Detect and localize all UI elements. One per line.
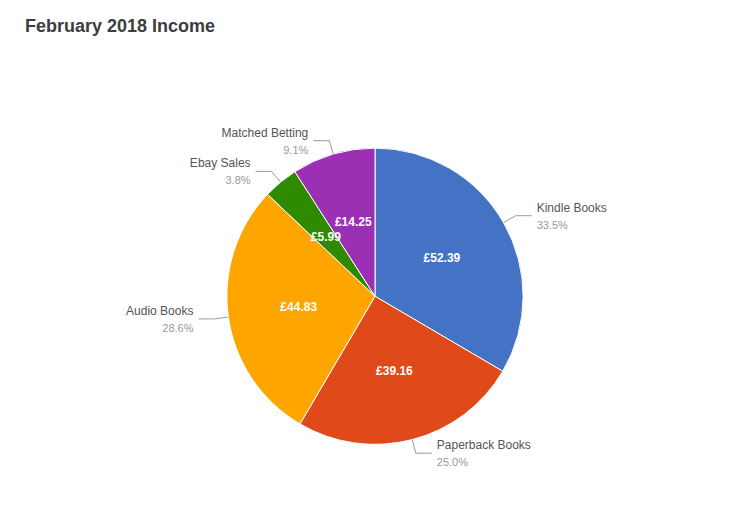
svg-text:Matched Betting: Matched Betting	[222, 126, 309, 140]
svg-text:3.8%: 3.8%	[225, 174, 250, 186]
svg-text:Kindle Books: Kindle Books	[537, 201, 607, 215]
svg-text:28.6%: 28.6%	[162, 322, 193, 334]
svg-text:£44.83: £44.83	[280, 300, 317, 314]
svg-text:25.0%: 25.0%	[437, 456, 468, 468]
svg-text:£52.39: £52.39	[424, 251, 461, 265]
svg-text:Ebay Sales: Ebay Sales	[190, 156, 251, 170]
svg-text:9.1%: 9.1%	[283, 144, 308, 156]
svg-text:33.5%: 33.5%	[537, 219, 568, 231]
svg-text:£39.16: £39.16	[376, 364, 413, 378]
svg-text:February 2018 Income: February 2018 Income	[25, 16, 215, 36]
svg-text:Paperback Books: Paperback Books	[437, 438, 531, 452]
svg-text:£5.99: £5.99	[311, 230, 341, 244]
svg-text:£14.25: £14.25	[335, 215, 372, 229]
svg-text:Audio Books: Audio Books	[126, 304, 193, 318]
